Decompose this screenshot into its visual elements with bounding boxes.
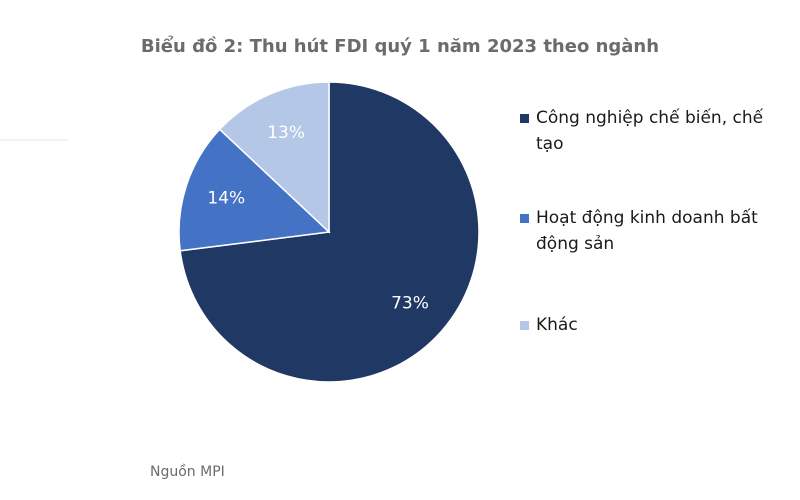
slice-label: 13%	[267, 123, 305, 143]
legend-label: Khác	[536, 315, 578, 335]
source: Nguồn MPI	[150, 464, 225, 480]
legend-item: Khác	[520, 312, 776, 338]
pie: 73% 14% 13%	[178, 81, 480, 383]
legend-item: Công nghiệp chế biến, chế tạo	[520, 105, 776, 157]
slice-label: 14%	[207, 189, 245, 209]
chart-title: Biểu đồ 2: Thu hút FDI quý 1 năm 2023 th…	[140, 36, 660, 57]
legend-swatch	[520, 114, 529, 123]
legend-item: Hoạt động kinh doanh bất động sản	[520, 205, 776, 257]
legend-swatch	[520, 321, 529, 330]
legend-swatch	[520, 214, 529, 223]
pie-slice	[178, 128, 331, 252]
legend-label: Hoạt động kinh doanh bất động sản	[536, 208, 758, 254]
legend-label: Công nghiệp chế biến, chế tạo	[536, 108, 764, 154]
pie-slice	[218, 81, 330, 234]
slice-label: 73%	[391, 293, 429, 313]
